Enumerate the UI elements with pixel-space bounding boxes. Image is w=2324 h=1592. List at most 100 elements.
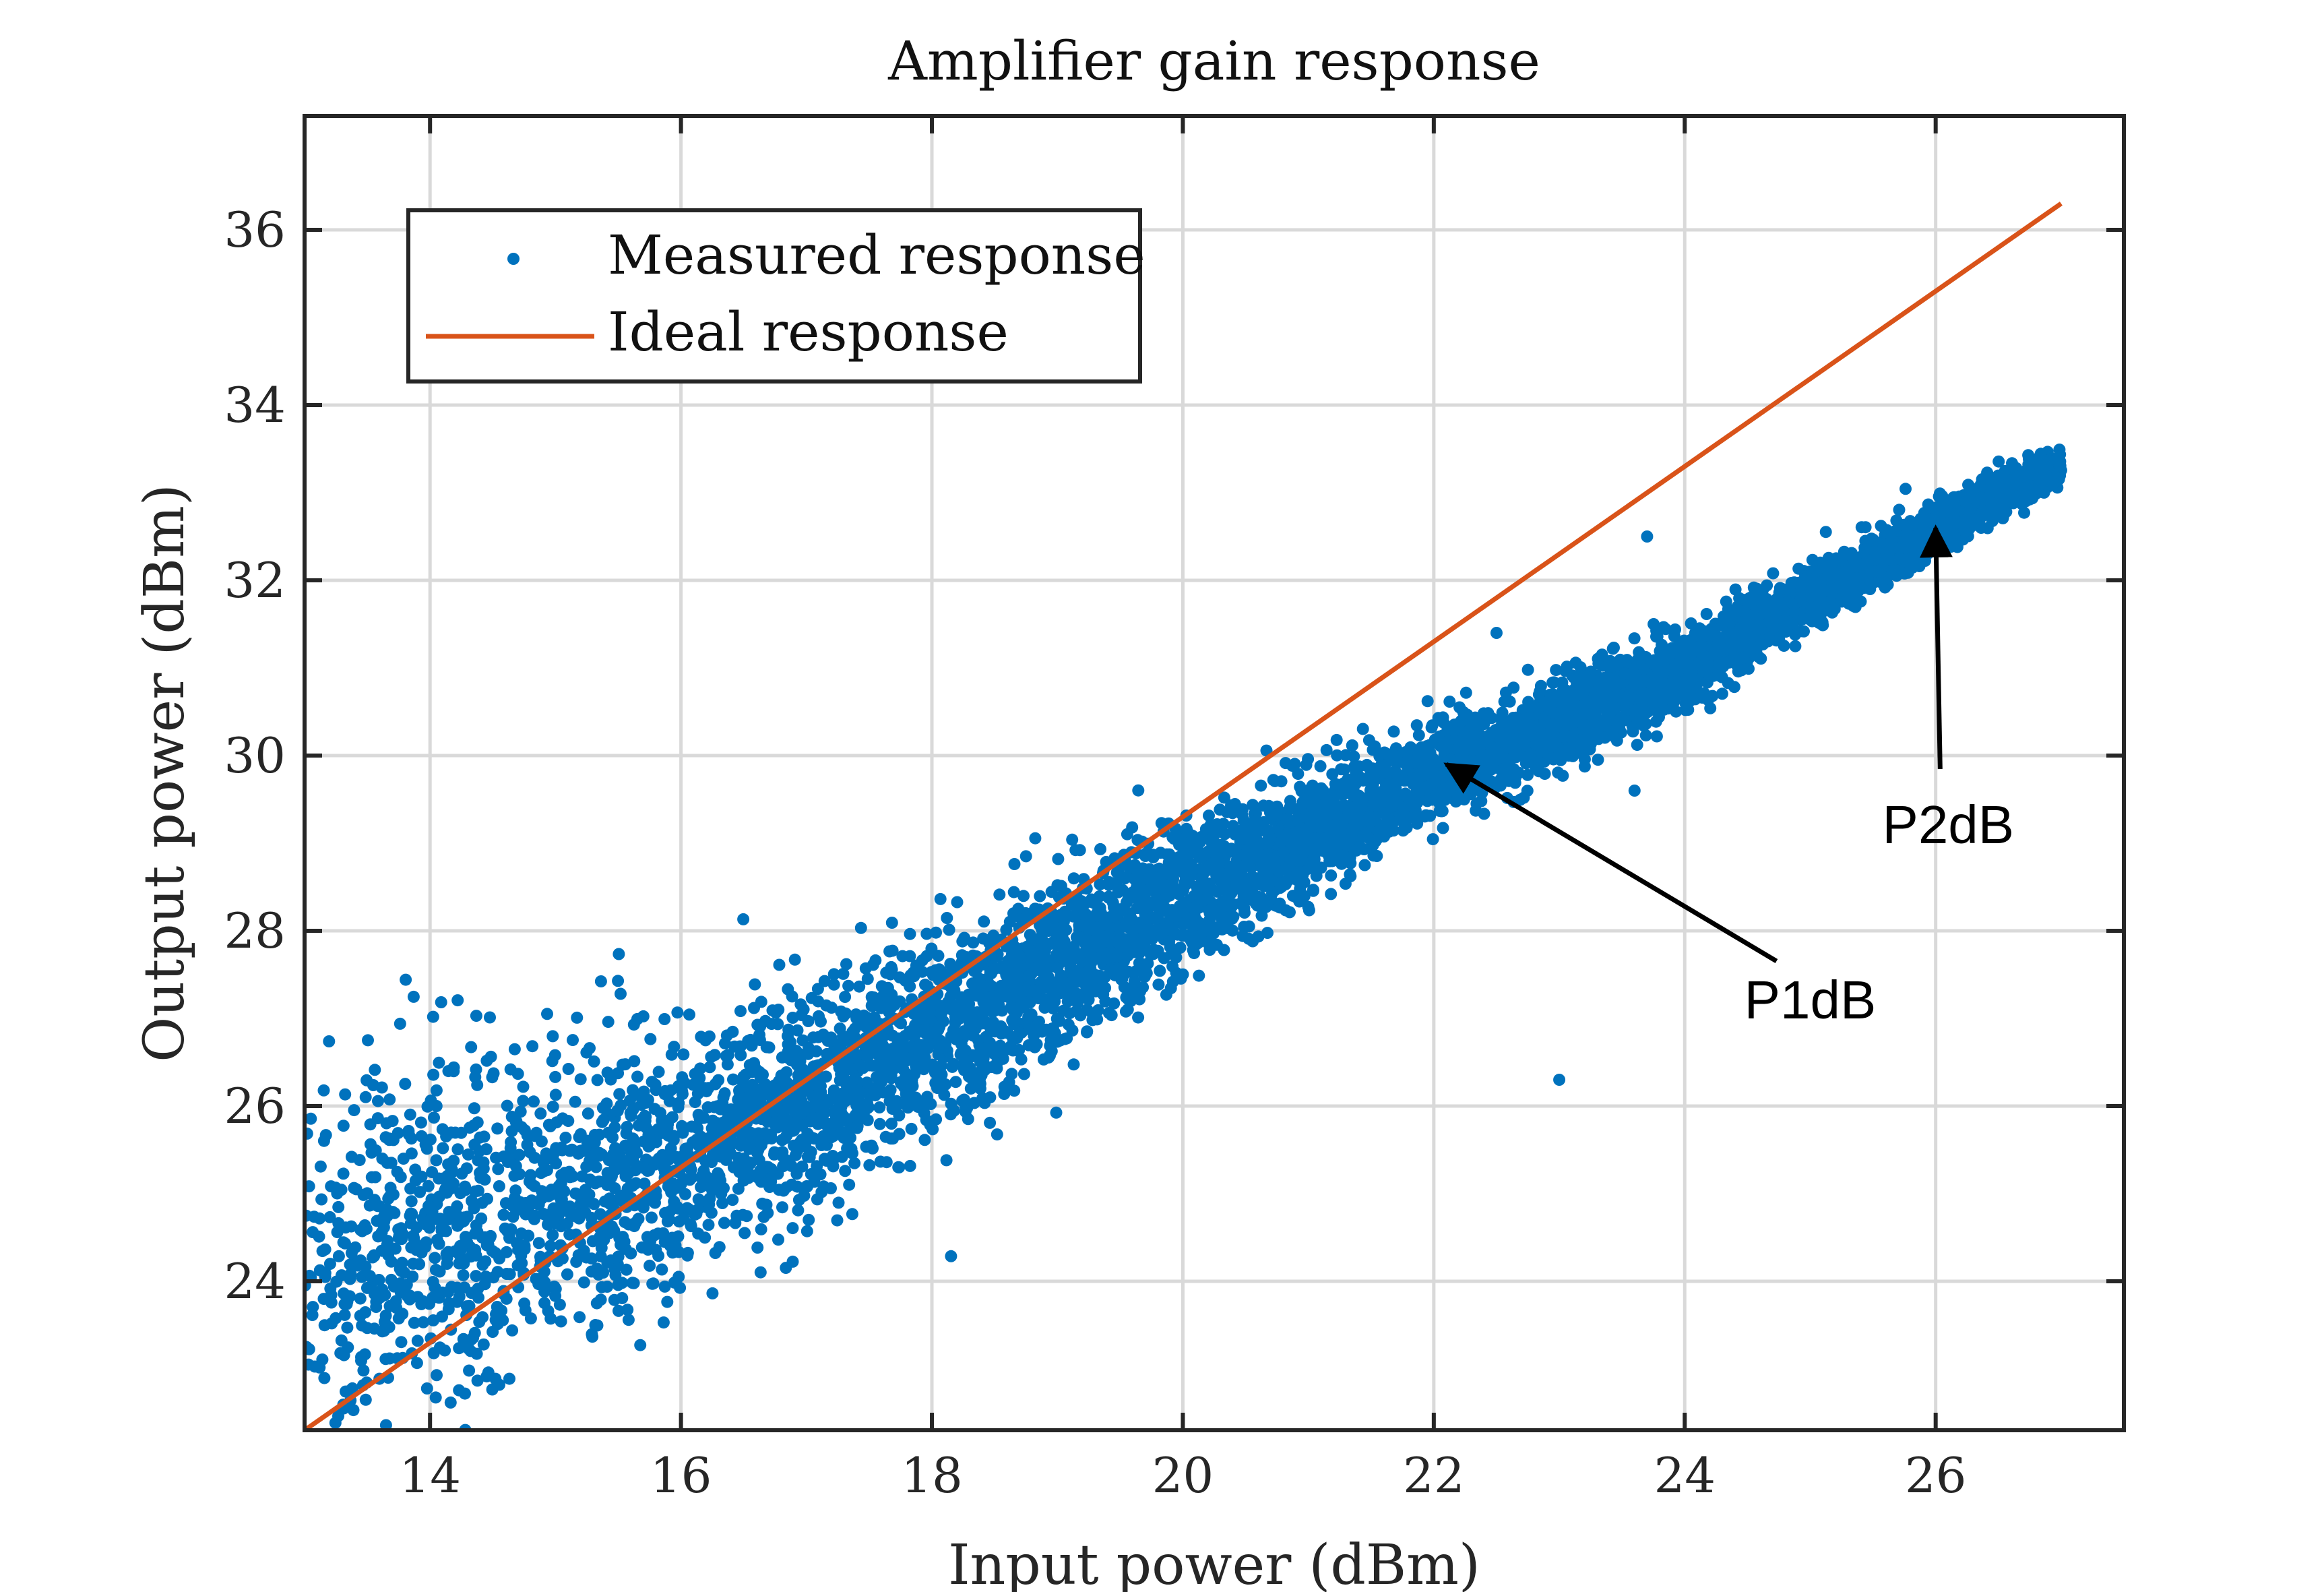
measured-point: [441, 1169, 454, 1182]
measured-point: [949, 1076, 962, 1089]
measured-point: [1534, 685, 1546, 698]
measured-point: [869, 1089, 881, 1102]
measured-point: [470, 1010, 482, 1022]
measured-point: [444, 1396, 457, 1409]
measured-point: [391, 1165, 404, 1178]
measured-point: [431, 1369, 443, 1382]
measured-point: [1507, 681, 1520, 694]
measured-point: [588, 1055, 600, 1068]
measured-point: [1459, 686, 1472, 699]
measured-point: [658, 1280, 671, 1293]
measured-point: [705, 1051, 718, 1064]
measured-point: [741, 1210, 753, 1223]
measured-point: [419, 1241, 432, 1254]
measured-point: [345, 1247, 358, 1260]
measured-point: [433, 1056, 445, 1069]
measured-point: [631, 1070, 643, 1083]
measured-point: [362, 1461, 374, 1473]
measured-point: [344, 1290, 356, 1303]
measured-point: [433, 1265, 446, 1278]
measured-point: [638, 1177, 651, 1190]
measured-point: [739, 1068, 752, 1081]
measured-point: [709, 1247, 722, 1259]
measured-point: [590, 1130, 602, 1142]
measured-point: [1358, 859, 1371, 871]
measured-point: [546, 1030, 559, 1043]
measured-point: [1003, 915, 1016, 928]
measured-point: [792, 1204, 805, 1217]
measured-point: [732, 1182, 745, 1195]
measured-point: [441, 1252, 453, 1264]
measured-point: [305, 1112, 317, 1125]
measured-point: [646, 1211, 658, 1224]
measured-point: [399, 1078, 412, 1091]
measured-point: [436, 1310, 448, 1323]
measured-point: [501, 1268, 513, 1280]
measured-point: [1131, 873, 1143, 886]
measured-point: [549, 1089, 562, 1101]
measured-point: [964, 1082, 977, 1095]
measured-point: [931, 1082, 943, 1095]
measured-point: [739, 1227, 751, 1239]
measured-point: [772, 1233, 784, 1246]
measured-point: [582, 1107, 594, 1120]
measured-point: [591, 1074, 604, 1086]
measured-point: [1789, 640, 1802, 652]
measured-point: [409, 1163, 422, 1176]
measured-point: [882, 1086, 894, 1099]
measured-point: [807, 1031, 819, 1044]
measured-point: [493, 1180, 505, 1192]
measured-point: [532, 1237, 545, 1250]
measured-point: [643, 1139, 656, 1152]
measured-point: [359, 1091, 372, 1103]
measured-point: [356, 1270, 369, 1283]
measured-point: [1002, 965, 1015, 978]
measured-point: [1578, 760, 1591, 773]
measured-point: [340, 1385, 352, 1398]
measured-point: [335, 1184, 348, 1196]
measured-point: [315, 1193, 328, 1206]
measured-point: [1010, 1044, 1023, 1057]
measured-point: [402, 1125, 415, 1137]
measured-point: [839, 1165, 852, 1177]
measured-point: [1320, 743, 1333, 756]
measured-point: [319, 1243, 332, 1256]
measured-point: [407, 990, 420, 1003]
measured-point: [1514, 793, 1527, 806]
measured-point: [360, 1074, 373, 1086]
measured-point: [329, 1524, 341, 1536]
measured-point: [408, 1232, 420, 1245]
measured-point: [754, 1266, 767, 1279]
measured-point: [1521, 785, 1534, 797]
measured-point: [632, 1213, 645, 1225]
measured-point: [613, 1088, 626, 1101]
measured-point: [1174, 972, 1187, 985]
measured-point: [652, 1250, 665, 1262]
measured-point: [1190, 839, 1203, 852]
measured-point: [376, 1153, 389, 1165]
measured-point: [800, 1225, 813, 1237]
measured-point: [405, 1195, 418, 1208]
measured-point: [761, 1115, 774, 1128]
measured-point: [408, 1316, 420, 1329]
measured-point: [625, 1146, 637, 1159]
measured-point: [1436, 805, 1449, 818]
measured-point: [1210, 938, 1223, 951]
measured-point: [570, 1256, 583, 1268]
measured-point: [1550, 664, 1563, 677]
measured-point: [668, 1041, 681, 1053]
measured-point: [904, 927, 916, 940]
measured-point: [652, 1123, 664, 1136]
measured-point: [1132, 784, 1145, 797]
measured-point: [991, 1128, 1003, 1141]
measured-point: [692, 1109, 705, 1121]
measured-point: [1412, 729, 1425, 741]
measured-point: [608, 1224, 621, 1237]
measured-point: [515, 1257, 528, 1269]
measured-point: [392, 1312, 405, 1325]
measured-point: [1344, 868, 1356, 881]
measured-point: [1167, 872, 1180, 885]
data-layer: [305, 202, 2067, 1536]
measured-point: [562, 1115, 575, 1128]
measured-point: [656, 1263, 668, 1276]
